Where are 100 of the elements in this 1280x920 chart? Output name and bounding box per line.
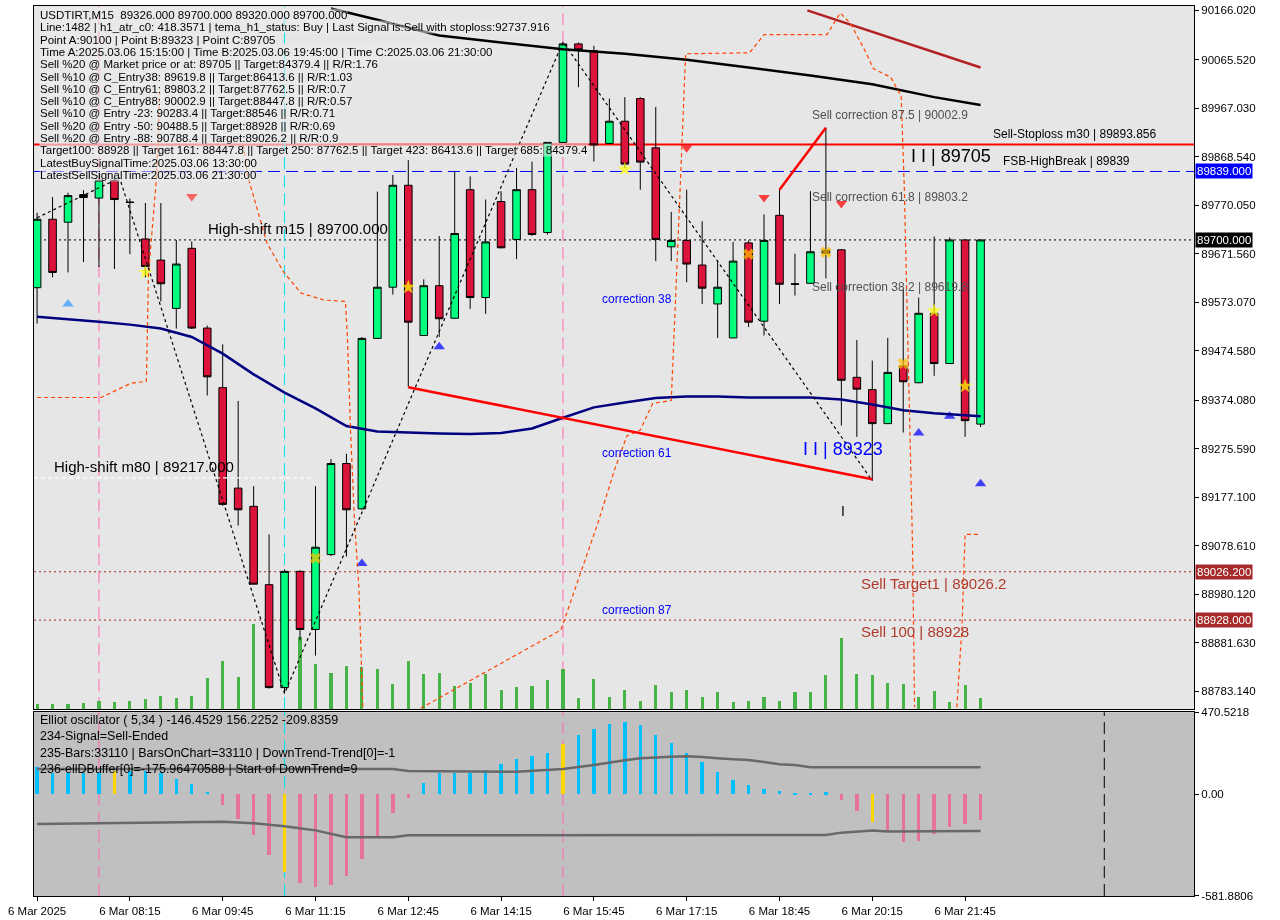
candlestick: [187, 240, 197, 330]
y-tick-label: 88783.140: [1201, 685, 1256, 698]
point: [957, 378, 973, 393]
bar: [793, 793, 797, 796]
y-tick-label: 90166.020: [1201, 4, 1256, 17]
candlestick: [326, 458, 336, 557]
x-tick-label: 6 Mar 08:15: [99, 904, 161, 917]
point: [138, 264, 153, 279]
y-tick-label: -581.8806: [1201, 890, 1254, 903]
bar: [66, 704, 70, 709]
candlestick: [249, 485, 258, 585]
ref-line-label: 89839.000: [1197, 165, 1252, 177]
annotation: Sell %20 @ Entry -88: 90788.4 || Target:89026.2 || R/R:0.9: [40, 132, 339, 144]
bar: [468, 773, 472, 795]
bar: [546, 753, 549, 795]
bar: [530, 686, 534, 709]
bar: [948, 702, 951, 709]
bar: [469, 683, 472, 709]
bar: [809, 793, 812, 796]
candlestick: [48, 196, 57, 278]
annotation: correction 38: [602, 292, 672, 306]
bar: [809, 692, 812, 709]
bar: [608, 724, 611, 795]
bar: [499, 764, 503, 795]
y-tick-label: 88980.120: [1201, 588, 1256, 601]
bar: [948, 794, 951, 828]
line-series: [35, 820, 982, 839]
bar: [639, 701, 642, 709]
bar: [670, 743, 673, 795]
bar: [267, 794, 271, 856]
annotation: I I | 89705: [911, 146, 991, 166]
bar: [701, 697, 704, 709]
bar: [236, 794, 240, 820]
bar: [113, 702, 116, 709]
annotation: Sell %20 @ Market price or at: 89705 || Target:84379.4 || R/R:1.76: [40, 58, 378, 70]
bar: [608, 697, 611, 709]
bar: [376, 669, 379, 709]
annotation: Sell %20 @ Entry -50: 90488.5 || Target:88928 || R/R:0.69: [40, 120, 336, 132]
bar: [654, 735, 657, 795]
bar: [747, 785, 750, 795]
annotation: Sell-Stoploss m30 | 89893.856: [993, 127, 1157, 141]
bar: [329, 794, 333, 886]
candlestick: [388, 174, 398, 296]
bar: [871, 675, 874, 709]
annotation: Time A:2025.03.06 15:15:00 | Time B:2025.03.06 19:45:00 | Time C:2025.03.06 21:30:00: [40, 46, 493, 58]
bar: [623, 690, 626, 709]
candlestick: [605, 98, 614, 145]
bar: [36, 704, 39, 709]
bar: [685, 753, 688, 795]
bar: [144, 699, 147, 709]
bar: [592, 729, 596, 795]
bar: [283, 794, 286, 873]
candlestick: [125, 198, 135, 255]
ref-line-label: 89026.200: [1197, 566, 1252, 578]
bar: [159, 696, 162, 709]
bar: [252, 794, 255, 836]
bar: [298, 794, 302, 884]
candlestick: [914, 297, 923, 384]
candlestick: [713, 260, 722, 339]
point: [309, 552, 322, 564]
bar: [979, 698, 982, 709]
candlestick: [883, 337, 893, 425]
candlestick: [852, 339, 862, 438]
bar: [933, 691, 936, 709]
annotation: Sell %10 @ C_Entry38: 89619.8 || Target:86413.6 || R/R:1.03: [40, 71, 353, 83]
candlestick: [636, 96, 645, 191]
annotation: FSB-HighBreak | 89839: [1003, 154, 1130, 168]
bar: [206, 678, 209, 709]
bar: [515, 687, 518, 709]
bar: [252, 624, 255, 709]
bar: [407, 794, 410, 799]
point: [820, 246, 832, 258]
bar: [128, 701, 131, 709]
bar: [237, 677, 240, 709]
y-tick-label: 470.5218: [1201, 706, 1250, 719]
bar: [855, 794, 859, 812]
bar: [561, 669, 565, 709]
y-tick-label: 89573.070: [1201, 296, 1256, 309]
candlestick: [419, 278, 429, 337]
annotation: Point A:90100 | Point B:89323 | Point C:89705: [40, 34, 276, 46]
y-tick-label: 89474.580: [1201, 344, 1256, 357]
bar: [500, 690, 503, 709]
bar: [886, 794, 889, 832]
x-tick-label: 6 Mar 2025: [8, 904, 67, 917]
candlestick: [527, 161, 537, 237]
annotation: Sell %10 @ Entry -23: 90283.4 || Target:88546 || R/R:0.71: [40, 107, 336, 119]
candlestick: [202, 325, 212, 397]
bar: [82, 703, 85, 709]
bar: [175, 779, 178, 795]
candlestick: [264, 533, 274, 690]
bar: [747, 701, 750, 709]
candlestick: [357, 336, 367, 511]
bar: [97, 701, 101, 709]
annotation: Target100: 88928 || Target 161: 88447.8 || Target 250: 87762.5 || Target 423: 86413.6 || Target 685: 84379.4: [40, 144, 588, 156]
bar: [221, 794, 224, 806]
bar: [35, 767, 39, 795]
annotation: Sell %10 @ C_Entry88: 90002.9 || Target:88447.8 || R/R:0.57: [40, 95, 353, 107]
bar: [329, 673, 333, 709]
bar: [731, 780, 735, 795]
bar: [546, 680, 549, 709]
